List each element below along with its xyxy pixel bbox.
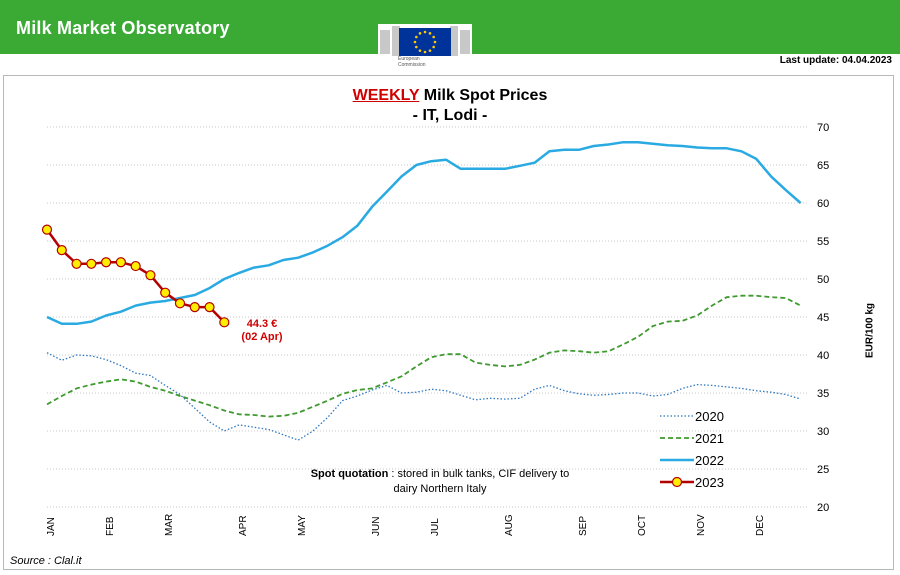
logo-caption-line1: European [398, 56, 420, 62]
data-point-2023 [56, 245, 67, 256]
data-point-2023 [160, 287, 171, 298]
x-tick-label: OCT [637, 515, 648, 536]
x-tick-label: JUL [430, 518, 441, 536]
app-title: Milk Market Observatory [16, 18, 230, 38]
y-axis-label: EUR/100 kg [864, 302, 876, 359]
y-tick-label: 70 [817, 122, 829, 134]
data-point-2023 [101, 257, 112, 268]
x-tick-label: MAR [164, 514, 175, 536]
data-point-2023 [41, 224, 53, 235]
series-line-2022 [46, 140, 802, 326]
data-point-2023 [174, 298, 186, 309]
y-tick-label: 60 [817, 198, 829, 210]
legend-marker-2023 [671, 476, 683, 488]
logo-caption-line2: Commission [398, 62, 426, 68]
chart-title: WEEKLY Milk Spot Prices [0, 87, 900, 105]
y-tick-label: 50 [817, 274, 829, 286]
y-tick-label: 65 [817, 160, 829, 172]
x-tick-label: JAN [46, 517, 57, 536]
series-line-2020 [46, 352, 801, 441]
x-tick-label: APR [238, 515, 249, 536]
x-tick-label: JUN [371, 517, 382, 536]
note-bold: Spot quotation [310, 468, 389, 480]
y-tick-label: 20 [817, 502, 829, 514]
chart-frame [3, 75, 894, 570]
x-tick-label: AUG [504, 514, 515, 536]
data-point-2023 [86, 258, 97, 269]
annotation-value: 44.3 € [246, 318, 278, 330]
y-tick-label: 55 [817, 236, 829, 248]
data-point-2023 [130, 260, 141, 272]
legend-label-2023: 2023 [695, 475, 724, 490]
european-commission-logo [378, 24, 472, 58]
note-text: : stored in bulk tanks, CIF delivery to … [388, 468, 570, 495]
y-tick-label: 35 [817, 388, 829, 400]
data-point-2023 [204, 302, 215, 313]
data-point-2023 [71, 258, 82, 269]
data-point-2023 [219, 317, 230, 328]
chart-subtitle: - IT, Lodi - [412, 107, 488, 124]
logo-caption: European Commission [398, 56, 426, 68]
y-tick-label: 45 [817, 312, 829, 324]
x-tick-label: MAY [297, 515, 308, 536]
x-tick-label: DEC [755, 515, 766, 536]
y-tick-label: 30 [817, 426, 829, 438]
x-tick-label: FEB [105, 516, 116, 536]
data-point-2023 [145, 270, 156, 281]
x-tick-label: NOV [696, 514, 707, 536]
chart-title-rest: Milk Spot Prices [419, 87, 548, 104]
data-point-2023 [115, 257, 126, 268]
last-update: Last update: 04.04.2023 [779, 55, 892, 66]
last-value-annotation: 44.3 € (02 Apr) [222, 318, 302, 344]
spot-quotation-note: Spot quotation : stored in bulk tanks, C… [310, 467, 570, 497]
source-text: Source : Clal.it [10, 555, 82, 567]
chart-title-highlight: WEEKLY [352, 87, 420, 104]
series-line-2021 [46, 294, 802, 418]
annotation-date: (02 Apr) [241, 331, 283, 343]
y-tick-label: 40 [817, 350, 829, 362]
data-point-2023 [189, 302, 200, 313]
y-tick-label: 25 [817, 464, 829, 476]
x-tick-label: SEP [578, 516, 589, 536]
legend-label-2021: 2021 [695, 431, 724, 446]
legend-label-2022: 2022 [695, 453, 724, 468]
legend-label-2020: 2020 [695, 409, 724, 424]
